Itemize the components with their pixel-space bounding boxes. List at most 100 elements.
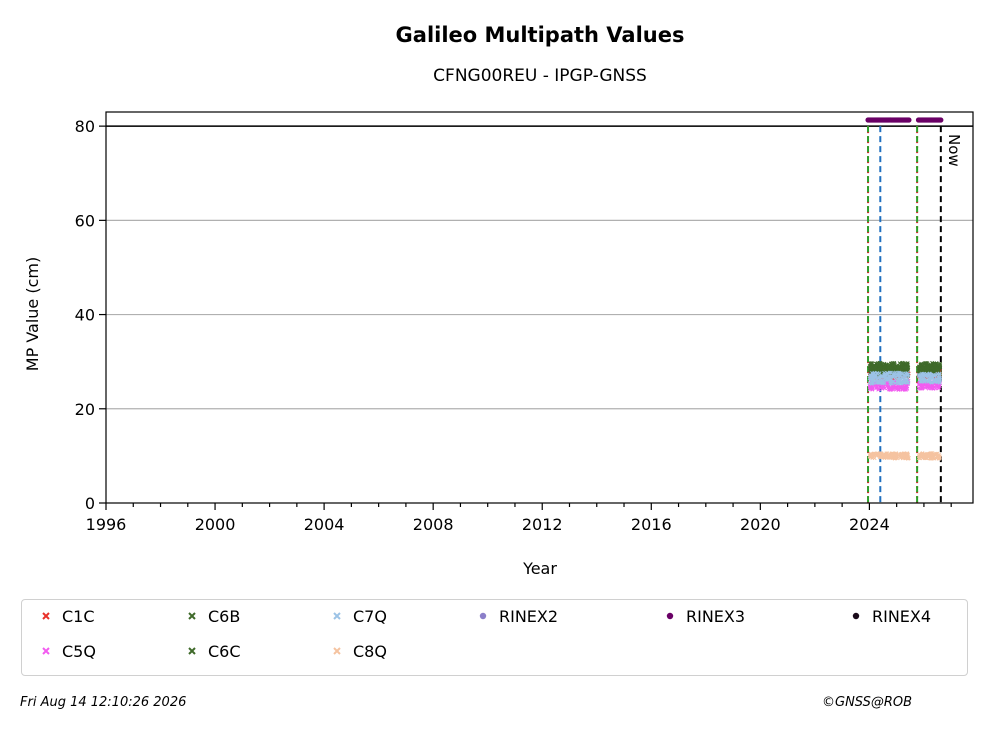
data-point bbox=[922, 362, 927, 367]
data-point bbox=[882, 386, 887, 391]
data-point bbox=[893, 381, 898, 386]
data-point bbox=[922, 373, 927, 378]
legend-item-c6c: C6C bbox=[184, 641, 241, 661]
data-point bbox=[898, 456, 903, 460]
data-point bbox=[934, 383, 939, 388]
data-point bbox=[923, 455, 928, 460]
data-point bbox=[882, 381, 887, 386]
data-point bbox=[906, 455, 911, 460]
data-point bbox=[870, 376, 875, 381]
data-point bbox=[869, 361, 874, 365]
data-point bbox=[930, 454, 935, 459]
legend-item-c5q: C5Q bbox=[38, 641, 96, 661]
data-point bbox=[916, 382, 921, 387]
legend-marker bbox=[852, 612, 860, 620]
footer-timestamp: Fri Aug 14 12:10:26 2026 bbox=[20, 695, 187, 710]
data-point bbox=[938, 117, 944, 123]
legend-label: C6B bbox=[208, 606, 241, 626]
data-point bbox=[938, 361, 943, 366]
data-point bbox=[924, 375, 929, 380]
legend-marker bbox=[666, 612, 674, 620]
data-point bbox=[882, 370, 887, 375]
data-point bbox=[926, 452, 931, 457]
data-point bbox=[885, 372, 890, 377]
data-point bbox=[890, 367, 895, 371]
data-point bbox=[891, 373, 896, 378]
data-points bbox=[865, 117, 944, 461]
data-point bbox=[898, 373, 903, 378]
legend-marker bbox=[188, 612, 196, 620]
data-point bbox=[869, 364, 874, 369]
data-point bbox=[873, 377, 878, 382]
legend-label: C5Q bbox=[62, 641, 96, 661]
data-point bbox=[887, 455, 892, 460]
data-point bbox=[894, 374, 899, 379]
data-point bbox=[928, 451, 933, 456]
legend-label: C7Q bbox=[353, 606, 387, 626]
x-tick-label: 1996 bbox=[86, 515, 127, 534]
x-tick-label: 2020 bbox=[740, 515, 781, 534]
data-point bbox=[870, 387, 875, 392]
data-point bbox=[936, 454, 941, 459]
data-point bbox=[872, 365, 877, 370]
data-point bbox=[892, 452, 896, 457]
data-point bbox=[920, 368, 925, 373]
data-point bbox=[870, 454, 875, 459]
data-point bbox=[894, 451, 899, 456]
legend-item-rinex2: RINEX2 bbox=[475, 606, 558, 626]
legend-item-c1c: C1C bbox=[38, 606, 95, 626]
data-point bbox=[888, 365, 893, 370]
data-point bbox=[879, 385, 884, 390]
data-point bbox=[922, 371, 927, 376]
now-label: Now bbox=[945, 134, 963, 167]
data-point bbox=[934, 456, 939, 461]
data-point bbox=[900, 360, 905, 365]
y-axis-label: MP Value (cm) bbox=[23, 257, 42, 371]
data-point bbox=[888, 374, 893, 379]
data-point bbox=[870, 381, 875, 386]
plot-frame bbox=[105, 111, 974, 504]
data-point bbox=[888, 361, 893, 366]
data-point bbox=[922, 378, 927, 383]
data-point bbox=[869, 384, 874, 389]
data-point bbox=[883, 453, 888, 458]
data-point bbox=[917, 367, 922, 372]
data-point bbox=[867, 376, 872, 381]
legend-marker bbox=[42, 612, 50, 620]
legend-label: C8Q bbox=[353, 641, 387, 661]
legend-label: RINEX2 bbox=[499, 606, 559, 626]
data-point bbox=[897, 361, 902, 366]
data-point bbox=[884, 451, 889, 456]
legend-item-c7q: C7Q bbox=[329, 606, 387, 626]
data-point bbox=[882, 365, 887, 369]
data-point bbox=[906, 117, 912, 123]
legend: C1C C6B C7Q RINEX2 RINEX3 RINEX4 C5Q C6C C8Q bbox=[21, 599, 968, 676]
legend-label: C6C bbox=[208, 641, 241, 661]
x-tick-label: 2024 bbox=[849, 515, 890, 534]
data-point bbox=[922, 452, 927, 457]
legend-item-c6b: C6B bbox=[184, 606, 240, 626]
data-point bbox=[905, 384, 910, 389]
data-point bbox=[889, 385, 894, 390]
footer-copyright: ©GNSS@ROB bbox=[822, 695, 913, 710]
data-point bbox=[920, 384, 925, 389]
legend-marker bbox=[333, 647, 341, 655]
y-tick-label: 20 bbox=[75, 400, 95, 419]
legend-marker bbox=[479, 612, 487, 620]
vertical-markers bbox=[867, 126, 942, 503]
legend-label: RINEX4 bbox=[872, 606, 932, 626]
data-point bbox=[880, 454, 885, 459]
data-point bbox=[878, 374, 883, 379]
legend-label: C1C bbox=[62, 606, 95, 626]
x-tick-label: 2008 bbox=[413, 515, 454, 534]
data-point bbox=[878, 360, 883, 365]
y-tick-label: 60 bbox=[75, 211, 95, 230]
data-point bbox=[918, 373, 923, 378]
y-axis-ticks: 0 20 40 60 80 bbox=[75, 117, 106, 513]
data-point bbox=[884, 456, 889, 461]
data-point bbox=[926, 379, 931, 384]
legend-item-c8q: C8Q bbox=[329, 641, 387, 661]
data-point bbox=[876, 380, 881, 385]
data-point bbox=[931, 386, 935, 391]
y-tick-label: 80 bbox=[75, 117, 95, 136]
